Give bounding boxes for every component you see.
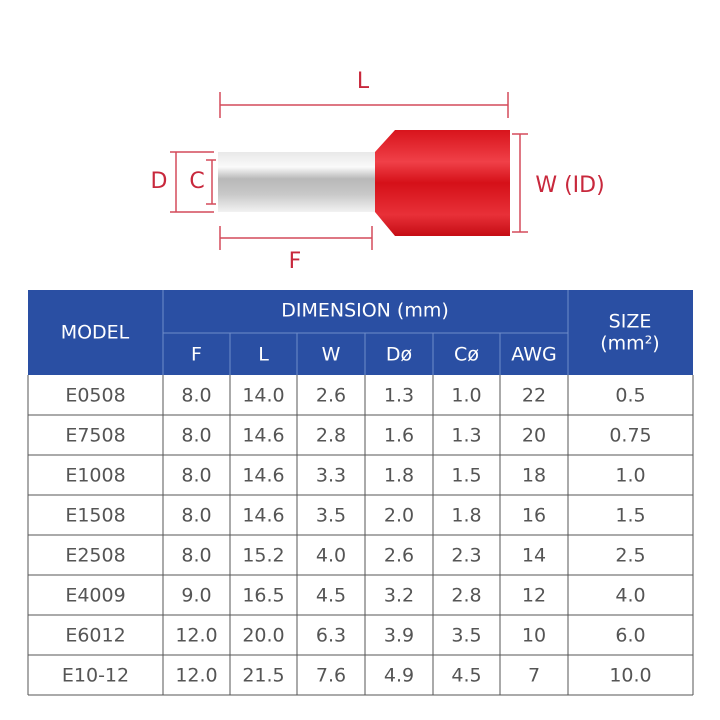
header-cell: AWG — [511, 344, 556, 366]
dim-label: D — [151, 169, 168, 194]
table-cell: 1.8 — [384, 465, 414, 487]
table-cell: 7 — [528, 665, 540, 687]
table-cell: 16.5 — [242, 585, 284, 607]
table-cell: 4.0 — [615, 585, 645, 607]
table-cell: 4.0 — [316, 545, 346, 567]
header-cell: Dø — [386, 344, 412, 366]
table-cell: 3.2 — [384, 585, 414, 607]
table-cell: 8.0 — [181, 385, 211, 407]
header-cell: (mm²) — [600, 333, 659, 355]
table-cell: 22 — [522, 385, 546, 407]
header-cell: Cø — [454, 344, 479, 366]
table-cell: 2.8 — [316, 425, 346, 447]
table-cell: 2.0 — [384, 505, 414, 527]
table-cell: 20.0 — [242, 625, 284, 647]
spec-table: MODEL DIMENSION (mm) SIZE (mm²) F L W Dø Cø A… — [27, 290, 694, 696]
table-cell: 2.6 — [316, 385, 346, 407]
metal-tube — [218, 152, 380, 212]
table-cell: 1.5 — [451, 465, 481, 487]
header-cell: SIZE — [609, 311, 652, 333]
dim-label: W (ID) — [535, 173, 604, 198]
header-cell: MODEL — [61, 322, 130, 344]
table-cell: E0508 — [65, 385, 125, 407]
table-cell: 14.6 — [242, 505, 284, 527]
table-cell: 10 — [522, 625, 546, 647]
header-cell: DIMENSION (mm) — [281, 300, 449, 322]
table-cell: 2.6 — [384, 545, 414, 567]
table-cell: 3.5 — [316, 505, 346, 527]
dim-label: C — [189, 169, 204, 194]
table-cell: 6.0 — [615, 625, 645, 647]
table-cell: 2.8 — [451, 585, 481, 607]
table-cell: 16 — [522, 505, 546, 527]
table-cell: 4.5 — [451, 665, 481, 687]
table-cell: 3.3 — [316, 465, 346, 487]
dim-label: F — [289, 249, 302, 274]
dim-label: L — [357, 69, 370, 94]
table-cell: 10.0 — [609, 665, 651, 687]
table-cell: 3.5 — [451, 625, 481, 647]
ferrule-diagram: L D C F W (ID) — [151, 69, 605, 274]
table-cell: 2.3 — [451, 545, 481, 567]
header-cell: W — [322, 344, 341, 366]
table-cell: 4.5 — [316, 585, 346, 607]
table-cell: 12 — [522, 585, 546, 607]
table-cell: 6.3 — [316, 625, 346, 647]
table-cell: 14.0 — [242, 385, 284, 407]
table-cell: E1008 — [65, 465, 125, 487]
table-cell: 8.0 — [181, 545, 211, 567]
table-cell: 14.6 — [242, 465, 284, 487]
table-cell: 14.6 — [242, 425, 284, 447]
table-cell: 9.0 — [181, 585, 211, 607]
table-cell: 18 — [522, 465, 546, 487]
table-cell: 2.5 — [615, 545, 645, 567]
table-cell: 1.0 — [615, 465, 645, 487]
table-cell: E10-12 — [62, 665, 129, 687]
table-cell: E7508 — [65, 425, 125, 447]
table-cell: 20 — [522, 425, 546, 447]
insulation-sleeve — [375, 130, 510, 236]
table-cell: 1.3 — [384, 385, 414, 407]
header-cell: F — [191, 344, 202, 366]
table-cell: 1.3 — [451, 425, 481, 447]
table-cell: 3.9 — [384, 625, 414, 647]
table-cell: E1508 — [65, 505, 125, 527]
table-cell: 12.0 — [175, 625, 217, 647]
table-cell: 1.6 — [384, 425, 414, 447]
table-cell: 0.5 — [615, 385, 645, 407]
table-cell: E4009 — [65, 585, 125, 607]
header-cell: L — [258, 344, 269, 366]
table-cell: 1.5 — [615, 505, 645, 527]
table-cell: E6012 — [65, 625, 125, 647]
table-cell: 4.9 — [384, 665, 414, 687]
table-cell: 8.0 — [181, 425, 211, 447]
table-cell: 12.0 — [175, 665, 217, 687]
table-cell: 1.8 — [451, 505, 481, 527]
table-cell: 8.0 — [181, 465, 211, 487]
table-cell: 14 — [522, 545, 546, 567]
table-cell: E2508 — [65, 545, 125, 567]
table-cell: 21.5 — [242, 665, 284, 687]
table-cell: 15.2 — [242, 545, 284, 567]
table-cell: 0.75 — [609, 425, 651, 447]
table-cell: 8.0 — [181, 505, 211, 527]
table-cell: 1.0 — [451, 385, 481, 407]
table-cell: 7.6 — [316, 665, 346, 687]
